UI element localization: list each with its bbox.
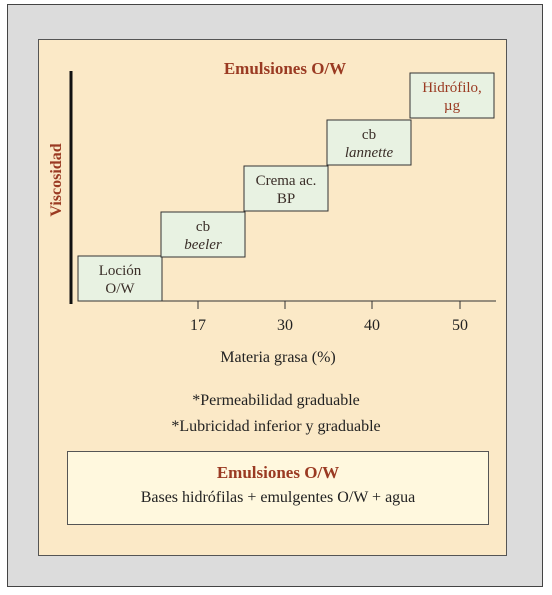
step-label-line1: Crema ac. — [256, 173, 317, 189]
step-box: Crema ac. BP — [243, 165, 329, 212]
summary-box: Emulsiones O/W Bases hidrófilas + emulge… — [67, 451, 489, 525]
step-label-line1: cb — [196, 219, 210, 235]
step-label-line2: beeler — [184, 237, 222, 253]
step-box: Hidrófilo, µg — [409, 72, 495, 119]
step-box: cb beeler — [160, 211, 246, 258]
summary-title: Emulsiones O/W — [216, 463, 340, 482]
step-label-line2: lannette — [345, 145, 394, 161]
step-box: cb lannette — [326, 119, 412, 166]
step-label-line2: BP — [277, 191, 295, 207]
y-axis-label: Viscosidad — [48, 143, 65, 216]
x-tick-label: 50 — [452, 317, 468, 334]
step-label-line1: Hidrófilo, — [422, 80, 482, 96]
x-ticks: 17 30 40 50 — [190, 301, 468, 334]
step-label-line1: Loción — [99, 263, 142, 279]
x-tick-label: 17 — [190, 317, 206, 334]
step-box-rect — [77, 255, 163, 302]
step-box: Loción O/W — [77, 255, 163, 302]
step-box-rect — [409, 72, 495, 119]
summary-body: Bases hidrófilas + emulgentes O/W + agua — [140, 489, 416, 506]
step-label-line1: cb — [362, 127, 376, 143]
step-box-rect — [243, 165, 329, 212]
x-tick-label: 30 — [277, 317, 293, 334]
diagram-title: Emulsiones O/W — [224, 59, 346, 78]
note-lubricity: *Lubricidad inferior y graduable — [171, 418, 381, 435]
viscosity-steps: Loción O/W cb beeler Crema ac. BP cb lannette Hi… — [77, 72, 495, 302]
note-permeability: *Permeabilidad graduable — [192, 392, 360, 409]
step-box-rect — [326, 119, 412, 166]
step-label-line2: O/W — [105, 281, 135, 297]
x-tick-label: 40 — [364, 317, 380, 334]
step-box-rect — [160, 211, 246, 258]
step-label-line2: µg — [444, 98, 461, 114]
x-axis-label: Materia grasa (%) — [220, 349, 336, 366]
